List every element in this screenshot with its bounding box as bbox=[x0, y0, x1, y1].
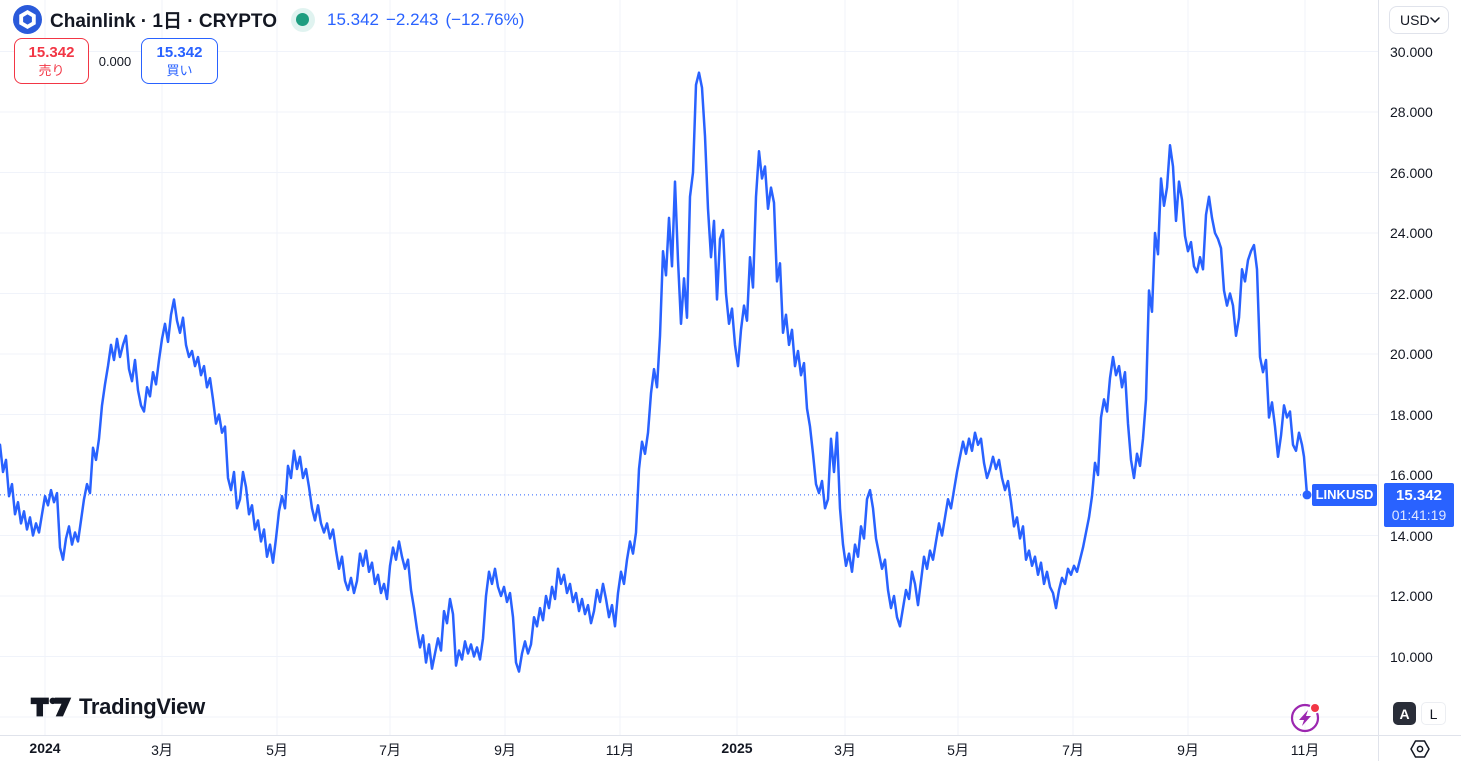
last-price-axis-label[interactable]: 15.342 01:41:19 bbox=[1384, 482, 1454, 527]
chainlink-logo-icon bbox=[13, 5, 42, 34]
sell-price: 15.342 bbox=[28, 44, 75, 61]
symbol-price-label-badge[interactable]: LINKUSD bbox=[1312, 483, 1377, 506]
order-panel: 15.342 売り 0.000 15.342 買い bbox=[14, 38, 218, 84]
price-axis-label: 28.000 bbox=[1390, 104, 1433, 120]
time-axis-label: 2024 bbox=[29, 740, 61, 756]
time-axis-divider bbox=[0, 735, 1461, 736]
time-axis-label: 2025 bbox=[721, 740, 753, 756]
price-axis-divider bbox=[1378, 0, 1379, 761]
time-axis-label: 9月 bbox=[494, 742, 516, 758]
time-axis-label: 7月 bbox=[1062, 742, 1084, 758]
price-axis-label: 20.000 bbox=[1390, 346, 1433, 362]
price-axis-label: 18.000 bbox=[1390, 406, 1433, 423]
price-axis-label: 12.000 bbox=[1390, 588, 1433, 604]
tradingview-brand-link[interactable]: TradingView bbox=[30, 693, 205, 721]
buy-button[interactable]: 15.342 買い bbox=[141, 38, 218, 84]
price-axis-label: 16.000 bbox=[1390, 467, 1433, 483]
lightning-flash-icon bbox=[1290, 702, 1321, 733]
tradingview-logo-icon bbox=[30, 697, 72, 717]
currency-value: USD bbox=[1400, 12, 1430, 28]
price-chart-canvas[interactable] bbox=[0, 0, 1378, 735]
price-scale[interactable]: 30.000 28.000 26.000 24.000 22.000 20.000 18.0… bbox=[1379, 0, 1461, 735]
market-status-icon[interactable] bbox=[290, 7, 315, 32]
time-axis-label: 5月 bbox=[266, 742, 288, 758]
chevron-down-icon bbox=[1430, 17, 1440, 23]
time-axis-label: 11月 bbox=[1290, 742, 1320, 758]
price-change-value: −2.243 bbox=[385, 9, 439, 29]
last-price-value: 15.342 bbox=[326, 9, 379, 29]
price-axis-label: 24.000 bbox=[1390, 225, 1433, 241]
sell-button[interactable]: 15.342 売り bbox=[14, 38, 89, 84]
price-axis-label: 14.000 bbox=[1390, 527, 1433, 544]
time-axis-label: 3月 bbox=[151, 742, 173, 758]
last-price-dot bbox=[1302, 490, 1312, 500]
quick-trade-flash-button[interactable] bbox=[1288, 699, 1324, 735]
time-axis-label: 11月 bbox=[605, 742, 635, 758]
log-scale-button[interactable]: L bbox=[1421, 702, 1446, 725]
buy-price: 15.342 bbox=[156, 44, 203, 61]
market-open-dot bbox=[296, 13, 310, 26]
sell-label: 売り bbox=[38, 63, 65, 78]
price-axis-label: 10.000 bbox=[1390, 648, 1433, 665]
bar-countdown-timer: 01:41:19 bbox=[1391, 506, 1447, 523]
time-axis-label: 7月 bbox=[379, 742, 401, 758]
tradingview-brand-text: TradingView bbox=[79, 694, 205, 719]
currency-selector[interactable]: USD bbox=[1389, 6, 1449, 34]
symbol-legend: Chainlink · 1日 · CRYPTO 15.342 −2.243 (−12… bbox=[13, 5, 524, 34]
axis-settings-button[interactable] bbox=[1407, 738, 1433, 759]
settings-hexagon-icon bbox=[1410, 739, 1430, 758]
symbol-title[interactable]: Chainlink · 1日 · CRYPTO bbox=[50, 11, 277, 32]
auto-scale-button[interactable]: A bbox=[1393, 702, 1416, 725]
buy-label: 買い bbox=[166, 63, 193, 78]
price-axis-label: 22.000 bbox=[1390, 285, 1433, 302]
time-axis-label: 9月 bbox=[1177, 742, 1199, 758]
time-axis-label: 3月 bbox=[834, 742, 856, 758]
time-scale[interactable]: 2024 3月 5月 7月 9月 11月 2025 3月 5月 7月 9月 11月 bbox=[0, 736, 1378, 761]
quote-values: 15.342 −2.243 (−12.76%) bbox=[327, 10, 524, 30]
price-axis-label: 30.000 bbox=[1390, 43, 1433, 60]
notification-dot bbox=[1311, 704, 1319, 712]
price-change-percent: (−12.76%) bbox=[445, 9, 525, 29]
last-price-text: 15.342 bbox=[1396, 486, 1442, 504]
price-axis-label: 26.000 bbox=[1390, 164, 1433, 181]
time-axis-label: 5月 bbox=[947, 742, 969, 758]
price-line-series bbox=[0, 71, 1309, 673]
spread-value: 0.000 bbox=[98, 53, 132, 69]
